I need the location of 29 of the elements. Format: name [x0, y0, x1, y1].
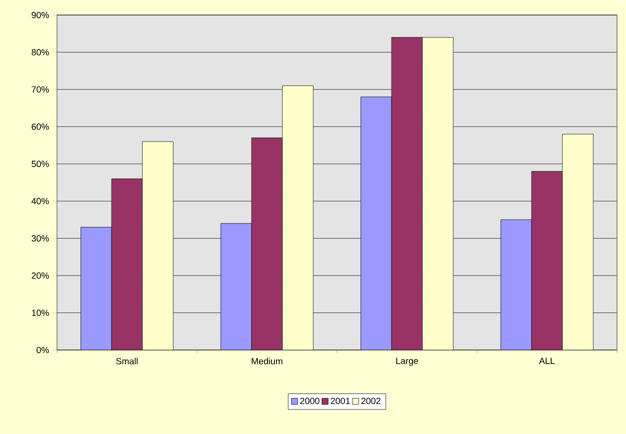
- bar: [562, 134, 594, 350]
- bar: [220, 223, 252, 350]
- legend-label: 2000: [300, 398, 320, 404]
- bar: [360, 96, 392, 350]
- bar: [111, 178, 143, 350]
- legend-label: 2001: [330, 398, 350, 404]
- bar: [391, 37, 423, 350]
- y-tick-label: 30%: [32, 235, 49, 242]
- bar: [500, 220, 532, 350]
- x-tick-label: Medium: [252, 358, 282, 364]
- y-tick-label: 10%: [32, 310, 49, 316]
- y-tick-label: 40%: [31, 198, 49, 204]
- bar: [531, 171, 563, 350]
- y-tick-label: 20%: [32, 272, 49, 279]
- bar: [251, 138, 283, 350]
- y-tick-label: 70%: [32, 86, 49, 93]
- legend-label: 2002: [361, 398, 380, 404]
- bar: [80, 226, 112, 350]
- y-tick-label: 0%: [36, 346, 49, 354]
- y-tick-label: 60%: [32, 123, 49, 130]
- x-tick-label: ALL: [539, 358, 555, 364]
- y-tick-label: 80%: [32, 49, 49, 56]
- bar: [422, 37, 454, 350]
- x-tick-label: Large: [396, 358, 418, 366]
- bar: [282, 86, 314, 350]
- bar: [142, 141, 174, 350]
- y-tick-label: 50%: [32, 160, 49, 168]
- x-tick-label: Small: [116, 358, 138, 364]
- y-tick-label: 90%: [32, 12, 49, 18]
